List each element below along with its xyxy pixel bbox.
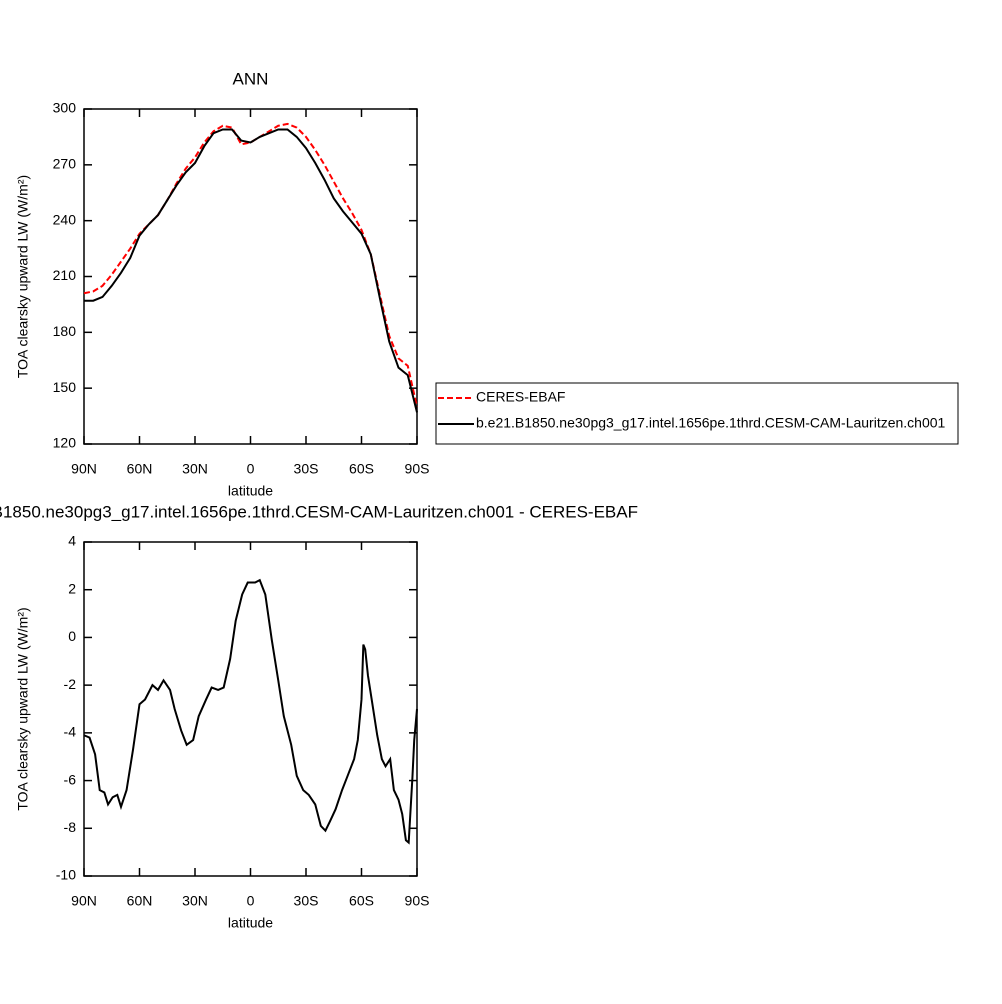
x-tick-label: 90N — [71, 461, 97, 477]
legend-box — [435, 382, 959, 445]
y-axis-label: TOA clearsky upward LW (W/m²) — [15, 607, 31, 810]
x-tick-label: 30S — [294, 893, 319, 909]
y-tick-label: 300 — [53, 100, 77, 116]
x-tick-label: 60N — [127, 893, 153, 909]
y-tick-label: 0 — [68, 628, 76, 644]
x-axis-label: latitude — [228, 483, 273, 499]
y-tick-label: 120 — [53, 435, 77, 451]
x-tick-label: 90S — [405, 461, 430, 477]
data-line — [84, 128, 418, 413]
y-axis-label: TOA clearsky upward LW (W/m²) — [15, 175, 31, 378]
y-tick-label: -6 — [64, 771, 77, 787]
data-line — [83, 122, 418, 408]
y-tick-label: -8 — [64, 819, 77, 835]
data-line — [83, 578, 418, 845]
y-tick-label: 180 — [53, 323, 77, 339]
x-axis-label: latitude — [228, 915, 273, 931]
y-tick-label: 4 — [68, 533, 76, 549]
x-tick-label: 0 — [247, 893, 255, 909]
y-tick-label: 2 — [68, 580, 76, 596]
x-tick-label: 0 — [247, 461, 255, 477]
x-tick-label: 30N — [182, 461, 208, 477]
y-tick-label: -2 — [64, 676, 77, 692]
plot-frame — [83, 541, 418, 877]
x-tick-label: 30N — [182, 893, 208, 909]
y-tick-label: -10 — [56, 867, 76, 883]
legend-label: CERES-EBAF — [476, 389, 565, 405]
x-tick-label: 60S — [349, 461, 374, 477]
chart-title: b.e21.B1850.ne30pg3_g17.intel.1656pe.1th… — [0, 502, 638, 521]
plot-frame — [83, 108, 418, 445]
x-tick-label: 30S — [294, 461, 319, 477]
x-tick-label: 60S — [349, 893, 374, 909]
y-tick-label: 240 — [53, 211, 77, 227]
y-tick-label: 210 — [53, 267, 77, 283]
y-tick-label: 270 — [53, 156, 77, 172]
y-tick-label: 150 — [53, 379, 77, 395]
x-tick-label: 60N — [127, 461, 153, 477]
legend-label: b.e21.B1850.ne30pg3_g17.intel.1656pe.1th… — [476, 415, 946, 431]
x-tick-label: 90S — [405, 893, 430, 909]
chart-title: ANN — [233, 69, 269, 88]
x-tick-label: 90N — [71, 893, 97, 909]
y-tick-label: -4 — [64, 724, 77, 740]
